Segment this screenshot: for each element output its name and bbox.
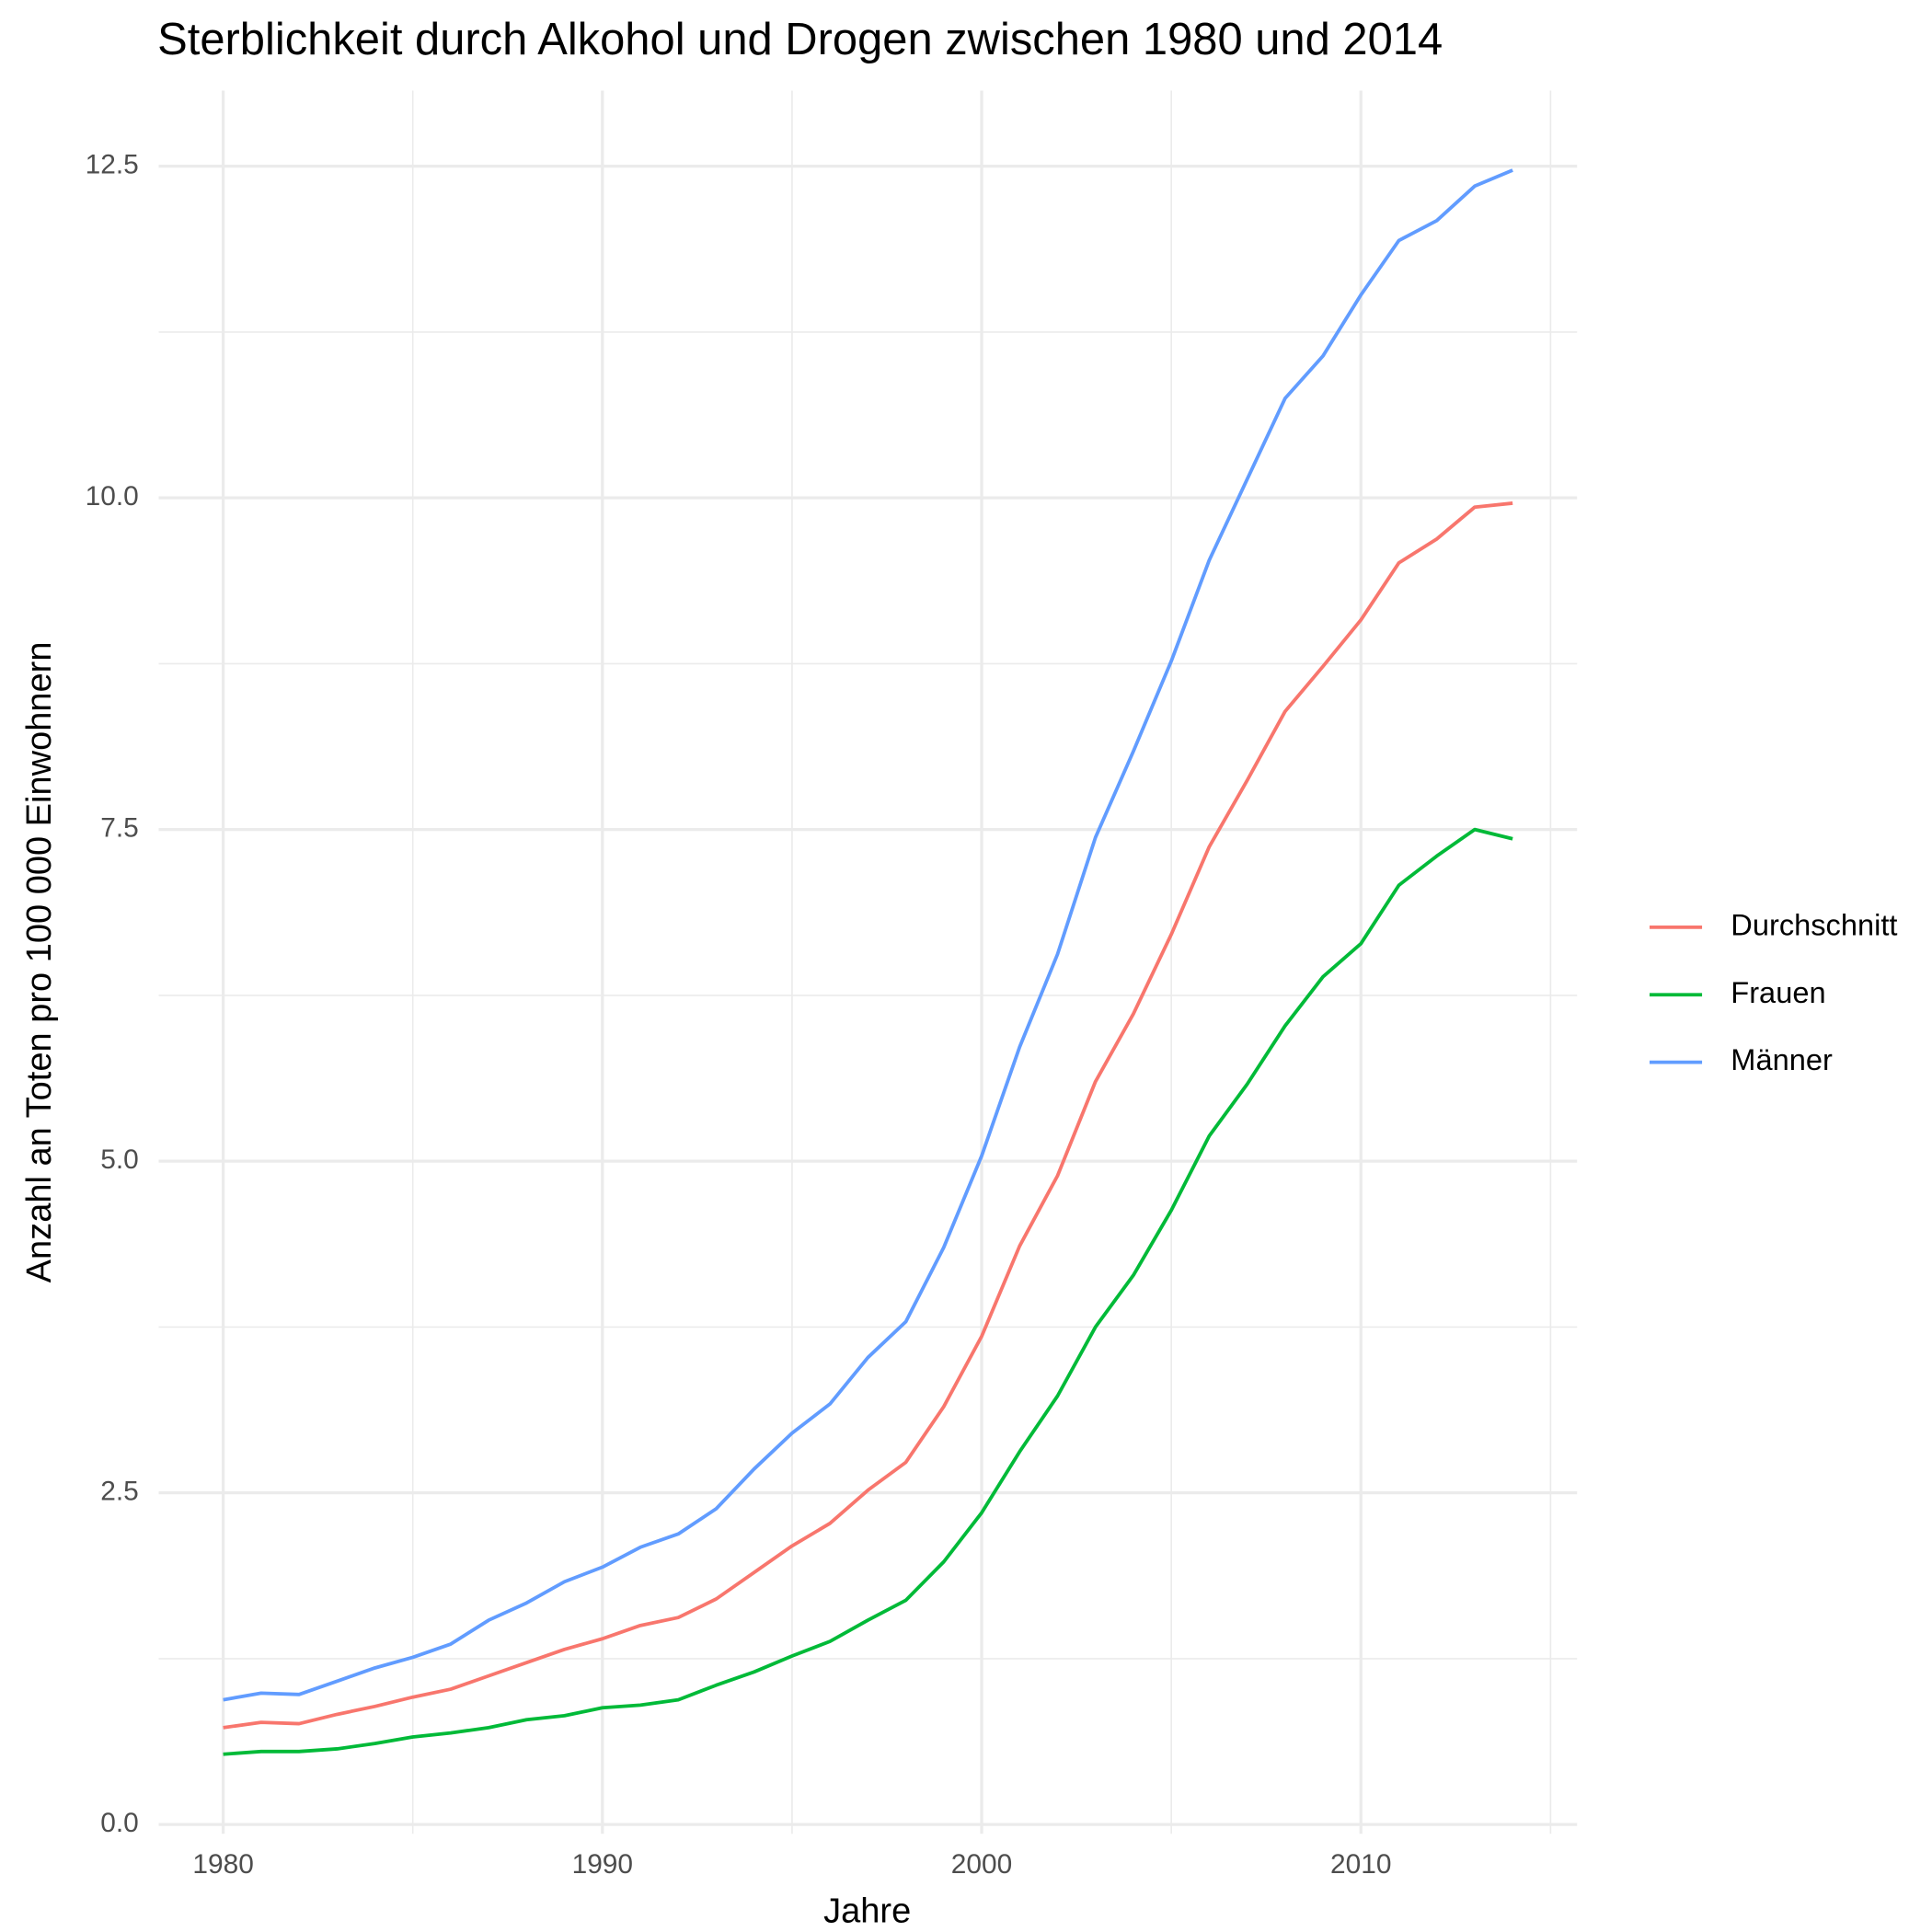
x-tick-label: 2010: [1330, 1849, 1391, 1880]
y-tick-label: 10.0: [86, 481, 139, 512]
x-tick-label: 1980: [192, 1849, 253, 1880]
legend-label: Durchschnitt: [1731, 908, 1897, 942]
y-tick-label: 2.5: [100, 1477, 139, 1507]
x-axis-label: Jahre: [823, 1892, 911, 1931]
x-tick-label: 1990: [572, 1849, 633, 1880]
grid: [158, 90, 1578, 1834]
lines: [223, 168, 1513, 1756]
series-line: [223, 501, 1513, 1730]
legend-label: Männer: [1731, 1042, 1833, 1076]
series-line: [223, 168, 1513, 1702]
y-tick-label: 7.5: [100, 813, 139, 844]
chart-title: Sterblichkeit durch Alkohol und Drogen z…: [157, 15, 1443, 64]
legend-label: Frauen: [1731, 975, 1825, 1009]
y-tick-label: 12.5: [86, 150, 139, 180]
series-line: [223, 827, 1513, 1756]
y-axis-label: Anzahl an Toten pro 100 000 Einwohnern: [20, 642, 59, 1283]
x-tick-label: 2000: [951, 1849, 1012, 1880]
y-tick-label: 5.0: [100, 1144, 139, 1175]
y-tick-label: 0.0: [100, 1808, 139, 1838]
